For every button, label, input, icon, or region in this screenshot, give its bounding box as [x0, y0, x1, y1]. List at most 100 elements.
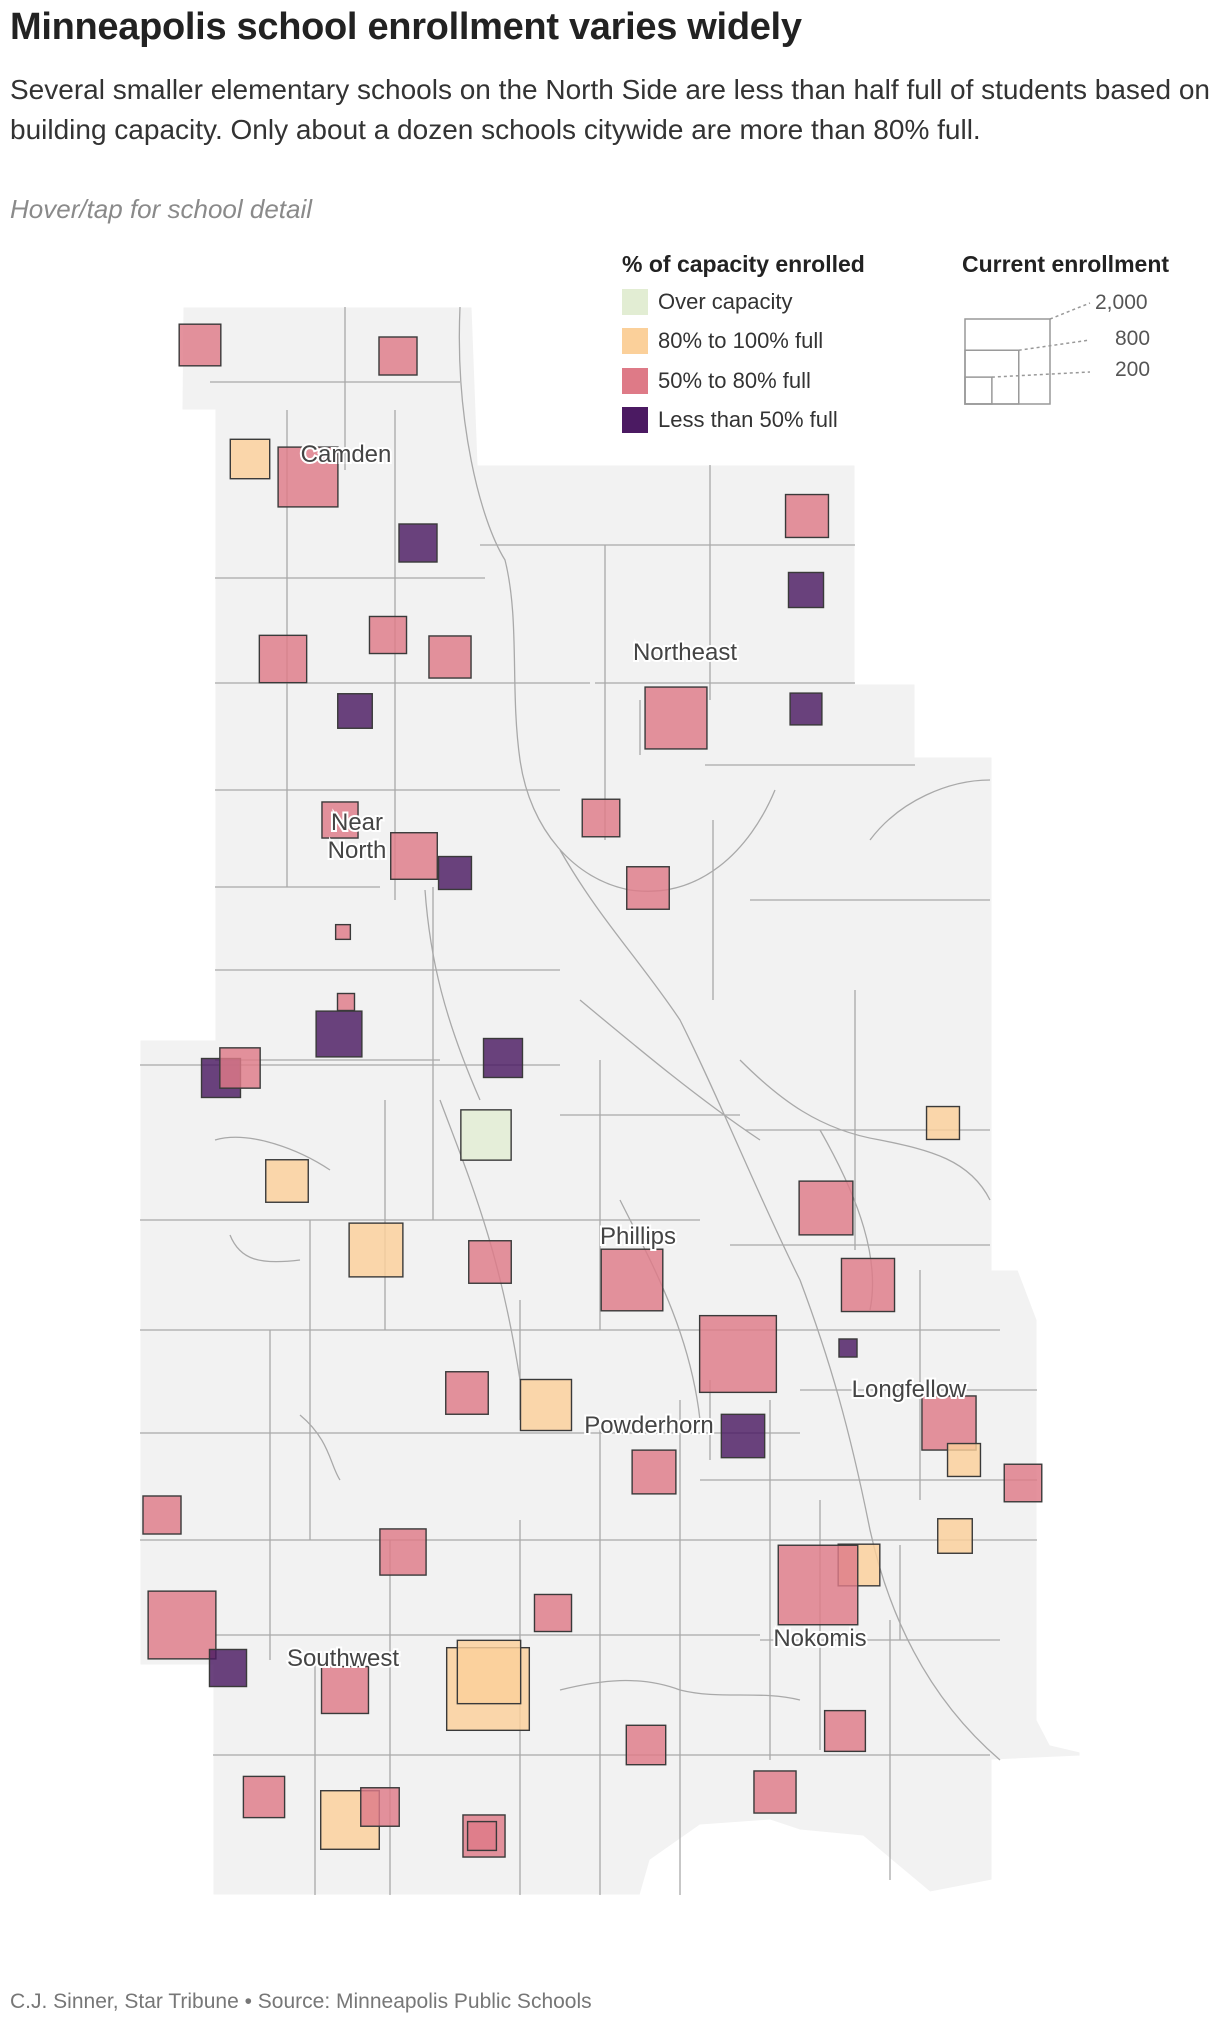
legend-swatch: [622, 328, 648, 354]
school-square[interactable]: [208, 1648, 248, 1688]
neighborhood-labels: Camden Northeast Near North Phillips Longfell…: [285, 439, 969, 1674]
page-subtitle: Several smaller elementary schools on th…: [10, 74, 1210, 145]
neighborhood-label: Longfellow: [852, 1376, 967, 1403]
legend-label: 80% to 100% full: [658, 328, 824, 353]
page-title: Minneapolis school enrollment varies wid…: [10, 6, 802, 48]
legend-item-over-capacity: Over capacity: [622, 287, 793, 317]
school-square[interactable]: [466, 1820, 498, 1852]
school-square[interactable]: [348, 1222, 404, 1278]
size-legend: [964, 302, 1091, 405]
school-square[interactable]: [533, 1593, 573, 1633]
school-square[interactable]: [378, 336, 418, 376]
school-square[interactable]: [390, 832, 438, 880]
neighborhood-label: Southwest: [287, 1645, 399, 1672]
school-square[interactable]: [921, 1395, 977, 1451]
school-square[interactable]: [277, 446, 339, 508]
legend-label: Less than 50% full: [658, 407, 838, 432]
school-square[interactable]: [265, 1159, 309, 1203]
school-square[interactable]: [360, 1787, 400, 1827]
school-square[interactable]: [626, 866, 670, 910]
city-boundary: [139, 306, 1081, 1896]
size-legend-label: 200: [1115, 358, 1151, 381]
school-square[interactable]: [428, 635, 472, 679]
school-square[interactable]: [321, 801, 359, 839]
neighborhood-label: Northeast: [633, 639, 737, 666]
school-square[interactable]: [1003, 1463, 1043, 1503]
school-square[interactable]: [753, 1770, 797, 1814]
neighborhood-label: Camden: [301, 441, 392, 468]
legend-item-50-80: 50% to 80% full: [622, 366, 811, 396]
school-square[interactable]: [445, 1371, 489, 1415]
school-square[interactable]: [460, 1109, 512, 1161]
size-legend-label: 800: [1115, 327, 1151, 350]
school-square[interactable]: [178, 323, 222, 367]
school-square[interactable]: [456, 1639, 522, 1705]
school-square[interactable]: [823, 1709, 867, 1753]
school-square[interactable]: [334, 923, 352, 941]
legend-swatch: [622, 368, 648, 394]
school-square[interactable]: [258, 634, 308, 684]
school-square[interactable]: [946, 1442, 982, 1478]
school-square[interactable]: [142, 1495, 182, 1535]
school-square[interactable]: [337, 693, 373, 729]
street: [480, 544, 1037, 1641]
legend-item-under-50: Less than 50% full: [622, 405, 838, 435]
school-square[interactable]: [720, 1413, 766, 1459]
school-square[interactable]: [437, 855, 473, 891]
school-square[interactable]: [631, 1449, 677, 1495]
school-square[interactable]: [482, 1037, 524, 1079]
highway: [424, 889, 991, 1421]
school-square[interactable]: [784, 493, 830, 539]
school-square[interactable]: [229, 438, 271, 480]
school-square[interactable]: [625, 1724, 667, 1766]
school-square[interactable]: [147, 1590, 217, 1660]
school-square[interactable]: [581, 798, 621, 838]
school-square[interactable]: [368, 615, 408, 655]
school-square[interactable]: [777, 1544, 859, 1626]
school-square[interactable]: [398, 523, 438, 563]
school-square[interactable]: [789, 692, 823, 726]
school-square[interactable]: [379, 1528, 427, 1576]
size-legend-leader: [991, 371, 1091, 378]
school-square[interactable]: [242, 1775, 286, 1819]
legend-label: Over capacity: [658, 289, 793, 314]
school-square[interactable]: [937, 1518, 973, 1554]
size-legend-square: [964, 318, 1051, 405]
source-credit: C.J. Sinner, Star Tribune • Source: Minn…: [10, 1990, 592, 2013]
neighborhood-label: Phillips: [600, 1223, 676, 1250]
school-square[interactable]: [698, 1314, 778, 1394]
city-shape: [139, 306, 1081, 1896]
school-square[interactable]: [787, 571, 825, 609]
school-square[interactable]: [925, 1105, 961, 1141]
legend-item-80-100: 80% to 100% full: [622, 326, 823, 356]
school-square[interactable]: [519, 1378, 573, 1432]
size-legend-label: 2,000: [1095, 291, 1148, 314]
neighborhood-label: Nokomis: [773, 1625, 866, 1652]
neighborhood-label: Powderhorn: [584, 1412, 713, 1439]
school-square[interactable]: [468, 1240, 512, 1284]
street: [140, 381, 1037, 1756]
neighborhood-label: Near North: [328, 809, 387, 864]
school-square[interactable]: [840, 1257, 896, 1313]
street-grid: [140, 306, 1037, 1895]
size-legend-title: Current enrollment: [962, 251, 1170, 277]
parkway: [214, 779, 991, 1701]
legend-label: 50% to 80% full: [658, 368, 811, 393]
school-square[interactable]: [798, 1180, 854, 1236]
school-square[interactable]: [644, 686, 708, 750]
size-legend-leader: [1018, 339, 1091, 351]
school-square[interactable]: [315, 1010, 363, 1058]
school-markers: [142, 323, 1043, 1858]
color-legend-title: % of capacity enrolled: [622, 251, 865, 277]
legend-swatch: [622, 407, 648, 433]
school-square[interactable]: [336, 992, 356, 1012]
river: [458, 306, 1001, 1761]
interaction-hint: Hover/tap for school detail: [10, 194, 313, 224]
school-square[interactable]: [600, 1248, 664, 1312]
school-square[interactable]: [219, 1047, 261, 1089]
legend-swatch: [622, 289, 648, 315]
school-square[interactable]: [838, 1338, 858, 1358]
school-square[interactable]: [320, 1665, 370, 1715]
size-legend-square: [964, 376, 993, 405]
